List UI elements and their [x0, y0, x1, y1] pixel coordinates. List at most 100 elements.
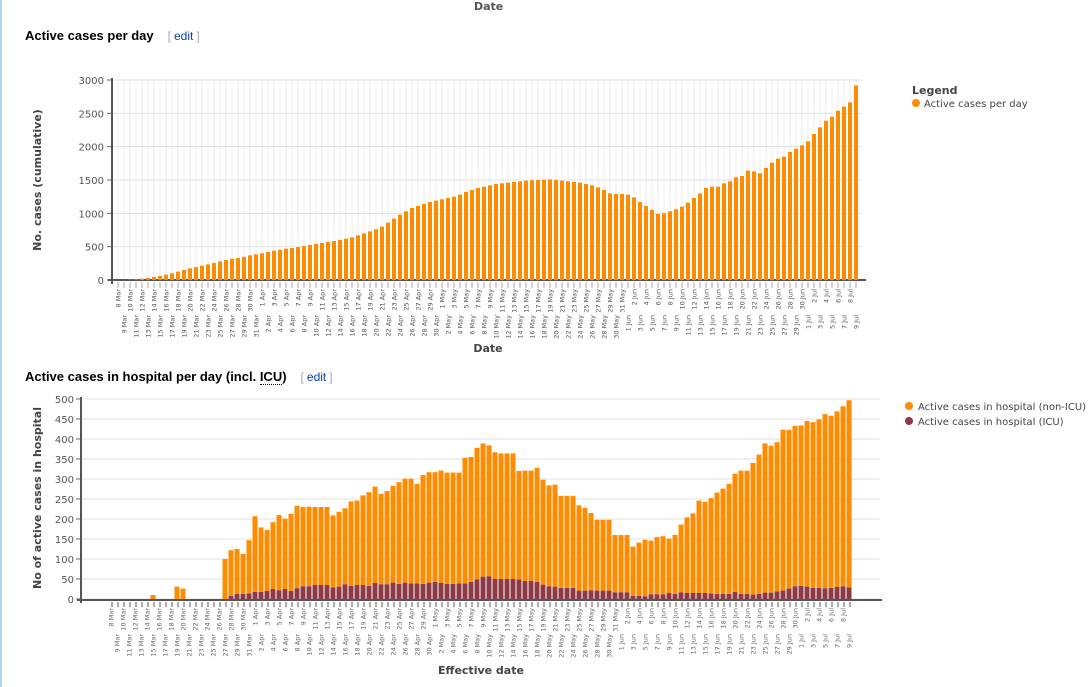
x-tick-label: 1 Jul: [804, 315, 812, 329]
bar-non-icu: [480, 443, 486, 577]
bar: [320, 243, 324, 280]
bar-icu: [744, 593, 750, 599]
bar-icu: [396, 583, 402, 599]
x-tick-label: 16 May: [528, 315, 536, 339]
x-tick-label: 6 Apr: [288, 315, 296, 333]
bar-non-icu: [810, 422, 816, 588]
bar-icu: [720, 593, 726, 599]
bar: [140, 278, 144, 280]
x-tick-label: 25 Jun: [768, 315, 776, 336]
bar-non-icu: [294, 505, 300, 589]
bar-non-icu: [786, 429, 792, 589]
bar-non-icu: [738, 470, 744, 594]
x-tick-label: 28 May: [600, 315, 608, 339]
bar-icu: [642, 596, 648, 599]
y-tick-label: 200: [55, 515, 74, 526]
x-tick-label: 5 May: [462, 289, 470, 309]
bar: [290, 248, 294, 280]
bar-icu: [450, 583, 456, 599]
y-tick-label: 500: [85, 243, 104, 254]
bar-icu: [588, 590, 594, 599]
bar: [662, 213, 666, 280]
bar-icu: [834, 587, 840, 599]
x-tick-label: 6 Jul: [834, 289, 842, 303]
bar: [296, 247, 300, 280]
bar-non-icu: [558, 495, 564, 588]
x-tick-label: 1 Jun: [624, 315, 632, 331]
bar-non-icu: [762, 443, 768, 593]
bar: [602, 190, 606, 280]
bar: [452, 196, 456, 280]
bar-non-icu: [648, 540, 654, 595]
bar: [230, 258, 234, 280]
y-tick-label: 2500: [79, 109, 104, 120]
bar-non-icu: [474, 447, 480, 580]
bar: [164, 274, 168, 280]
bar-icu: [390, 582, 396, 599]
x-tick-label: 12 May: [504, 315, 512, 339]
bar-icu: [294, 588, 300, 599]
bar-non-icu: [672, 535, 678, 594]
y-axis-title: No. cases (cumulative): [31, 109, 44, 251]
x-tick-label: 28 Jun: [786, 289, 794, 310]
x-tick-label: 29 May: [599, 608, 607, 632]
y-tick-label: 2000: [79, 143, 104, 154]
bar: [848, 102, 852, 281]
bar: [212, 263, 216, 280]
bar: [800, 145, 804, 280]
bar: [692, 198, 696, 280]
x-tick-label: 23 Mar: [204, 315, 212, 338]
x-tick-label: 1 Jun: [617, 634, 625, 650]
bar-non-icu: [486, 445, 492, 577]
bar-icu: [234, 593, 240, 599]
x-tick-label: 19 Apr: [359, 608, 367, 630]
bar-non-icu: [774, 442, 780, 592]
bar-non-icu: [546, 485, 552, 587]
x-tick-label: 10 Apr: [305, 634, 313, 656]
bar-non-icu: [588, 513, 594, 591]
bar: [248, 255, 252, 280]
x-tick-label: 2 May: [444, 315, 452, 335]
bar-icu: [282, 589, 288, 599]
x-tick-label: 23 Apr: [390, 289, 398, 311]
x-tick-label: 2 Jul: [803, 608, 811, 622]
bar-non-icu: [702, 501, 708, 593]
bar-non-icu: [798, 425, 804, 586]
bar-icu: [798, 585, 804, 599]
icu-abbreviation[interactable]: ICU: [259, 369, 283, 385]
bar: [404, 211, 408, 280]
x-tick-label: 22 Apr: [384, 315, 392, 337]
x-tick-label: 31 Mar: [245, 634, 253, 657]
bar-icu: [324, 585, 330, 599]
bar-non-icu: [780, 429, 786, 591]
x-tick-label: 10 Mar: [119, 608, 127, 631]
bar: [494, 184, 498, 280]
x-tick-label: 26 May: [581, 634, 589, 658]
bar-non-icu: [606, 519, 612, 591]
bar-icu: [792, 586, 798, 599]
x-tick-label: 2 Jun: [623, 608, 631, 624]
x-tick-label: 4 Apr: [276, 315, 284, 333]
x-tick-label: 15 Mar: [149, 634, 157, 657]
x-tick-label: 20 Apr: [365, 634, 373, 656]
bar: [146, 278, 150, 280]
x-tick-label: 30 Jun: [798, 289, 806, 310]
x-tick-label: 29 Apr: [419, 608, 427, 630]
bar-non-icu: [354, 500, 360, 585]
bar-non-icu: [408, 478, 414, 584]
bar: [578, 182, 582, 280]
bar-non-icu: [432, 472, 438, 582]
bar-non-icu: [570, 495, 576, 588]
x-tick-label: 11 Jun: [677, 634, 685, 655]
x-tick-label: 8 Jul: [839, 608, 847, 622]
y-tick-label: 1500: [79, 176, 104, 187]
bar-non-icu: [180, 588, 186, 599]
bar-icu: [264, 591, 270, 599]
x-tick-label: 4 Jun: [642, 289, 650, 305]
chart-2-edit-link[interactable]: edit: [306, 370, 327, 384]
bar-non-icu: [300, 507, 306, 587]
bar-icu: [660, 594, 666, 599]
chart-1-edit-link[interactable]: edit: [173, 29, 194, 43]
x-tick-label: 10 May: [485, 634, 493, 658]
x-tick-label: 27 May: [594, 289, 602, 313]
